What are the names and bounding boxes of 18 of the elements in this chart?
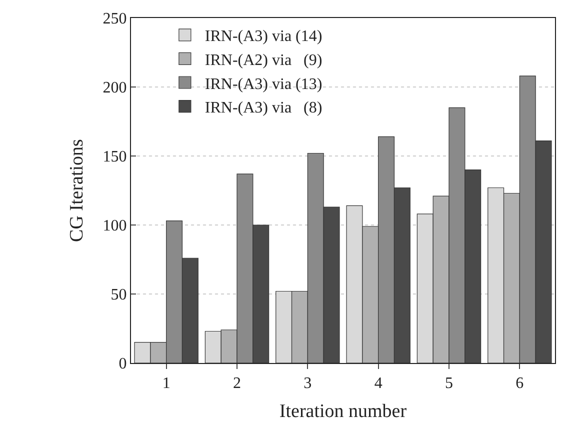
y-tick-label: 50 [110,286,127,304]
x-tick-label: 3 [304,375,312,392]
x-tick-label: 1 [162,375,170,392]
y-tick-label: 250 [102,10,127,28]
y-axis-title: CG Iterations [66,139,88,242]
x-tick-label: 6 [516,375,524,392]
x-tick-label: 4 [374,375,382,392]
x-axis-title: Iteration number [279,401,408,422]
legend-label: IRN-(A3) via (13) [204,76,322,93]
y-tick-label: 0 [118,356,127,373]
legend-label: IRN-(A3) via (8) [204,100,322,117]
y-tick-label: 200 [102,80,127,97]
x-tick-label: 5 [445,375,453,392]
x-tick-label: 2 [233,375,241,392]
y-tick-label: 100 [102,218,127,235]
y-tick-label: 150 [102,148,127,166]
legend-label: IRN-(A2) via (9) [204,52,322,69]
legend-label: IRN-(A3) via (14) [204,28,322,46]
